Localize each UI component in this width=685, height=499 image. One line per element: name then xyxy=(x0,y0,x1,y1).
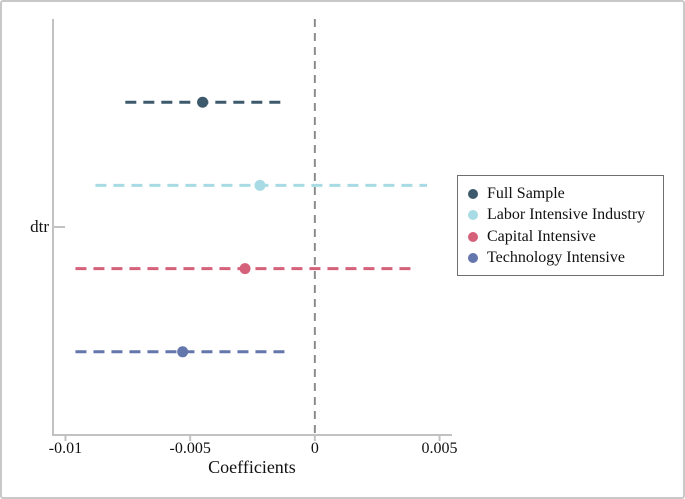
legend-item-label: Technology Intensive xyxy=(487,249,625,267)
estimate-dot xyxy=(197,96,209,108)
estimate-dot xyxy=(239,263,251,275)
legend-item-label: Full Sample xyxy=(487,184,565,202)
x-axis-title: Coefficients xyxy=(208,457,296,477)
legend-item-label: Labor Intensive Industry xyxy=(487,206,646,224)
legend: Full Sample Labor Intensive Industry Cap… xyxy=(457,175,664,276)
x-tick-label: 0 xyxy=(310,440,319,457)
legend-dot-icon xyxy=(468,188,478,199)
legend-dot-icon xyxy=(468,210,478,221)
legend-item-label: Capital Intensive xyxy=(487,227,596,245)
legend-item-technology-intensive: Technology Intensive xyxy=(468,248,655,269)
estimate-dot xyxy=(254,179,266,191)
legend-dot-icon xyxy=(468,231,478,242)
x-tick-label: 0.005 xyxy=(421,440,458,457)
legend-item-full-sample: Full Sample xyxy=(468,183,655,204)
legend-item-labor-intensive: Labor Intensive Industry xyxy=(468,205,655,226)
x-tick-label: -0.005 xyxy=(169,440,211,457)
legend-dot-icon xyxy=(468,253,478,264)
y-axis-label: dtr xyxy=(30,217,49,236)
estimate-dot xyxy=(177,346,189,358)
legend-item-capital-intensive: Capital Intensive xyxy=(468,226,655,247)
x-tick-label: -0.01 xyxy=(48,440,83,457)
